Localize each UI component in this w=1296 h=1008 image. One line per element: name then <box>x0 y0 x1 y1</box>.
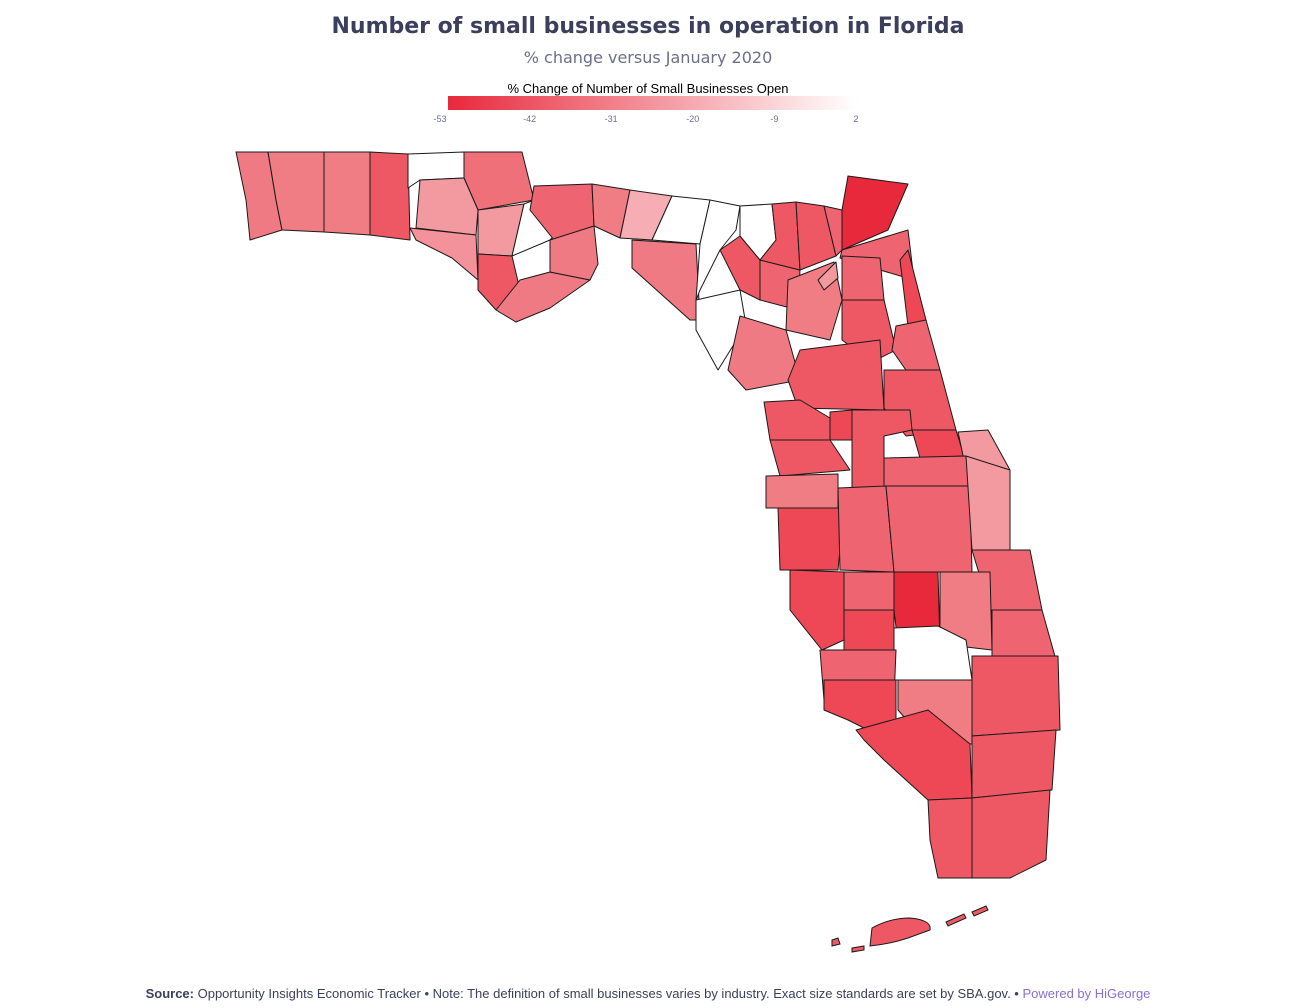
county-region <box>769 439 851 477</box>
footer-source-label: Source: <box>145 986 194 1001</box>
county-region <box>695 289 747 371</box>
county-region <box>971 729 1057 799</box>
county-region <box>899 249 927 327</box>
county-region <box>927 797 973 879</box>
legend-colorbar <box>448 96 856 110</box>
county-region <box>829 409 853 441</box>
keys-island <box>869 917 931 947</box>
county-region <box>267 151 325 233</box>
county-region <box>991 609 1057 661</box>
county-region <box>369 151 411 241</box>
county-region <box>695 199 741 301</box>
county-region <box>841 255 885 301</box>
county-region <box>631 239 701 321</box>
legend-tick-label: -53 <box>433 114 447 124</box>
county-region <box>885 485 973 573</box>
county-region <box>843 571 895 611</box>
county-region <box>549 225 599 281</box>
county-region <box>409 227 479 281</box>
county-region <box>759 201 801 271</box>
county-region <box>789 569 845 651</box>
county-region <box>971 655 1061 737</box>
keys-island <box>971 905 989 917</box>
county-region <box>727 315 801 391</box>
legend-tick-label: -20 <box>686 114 700 124</box>
keys-island <box>945 913 967 927</box>
county-region <box>891 319 941 377</box>
county-region <box>883 455 971 491</box>
powered-by-link[interactable]: Powered by HiGeorge <box>1022 986 1151 1001</box>
keys-island <box>831 937 841 947</box>
legend-tick-label: -31 <box>604 114 618 124</box>
county-region <box>415 177 479 236</box>
footer-text: Opportunity Insights Economic Tracker • … <box>197 986 1019 1001</box>
county-region <box>839 229 915 281</box>
legend-tick-label: -42 <box>523 114 537 124</box>
keys-island <box>851 945 865 953</box>
legend-tick-label: -9 <box>770 114 779 124</box>
legend-title: % Change of Number of Small Businesses O… <box>507 81 789 96</box>
county-region <box>841 175 909 251</box>
legend-ticks: -53 -42 -31 -20 -9 2 <box>420 114 880 128</box>
chart-title: Number of small businesses in operation … <box>331 14 965 39</box>
county-region <box>463 151 535 211</box>
county-region <box>843 609 895 651</box>
county-region <box>837 485 895 573</box>
county-region <box>971 789 1051 879</box>
county-region <box>765 473 839 509</box>
county-region <box>787 339 885 411</box>
chart-subtitle: % change versus January 2020 <box>523 48 773 67</box>
county-region <box>817 261 839 291</box>
footer: Source: Opportunity Insights Economic Tr… <box>0 986 1296 1001</box>
county-region <box>323 151 371 236</box>
florida-county-map <box>235 151 1061 953</box>
county-region <box>965 455 1011 551</box>
legend-tick-label: 2 <box>853 114 859 124</box>
county-region <box>777 507 845 571</box>
county-region <box>911 429 965 459</box>
